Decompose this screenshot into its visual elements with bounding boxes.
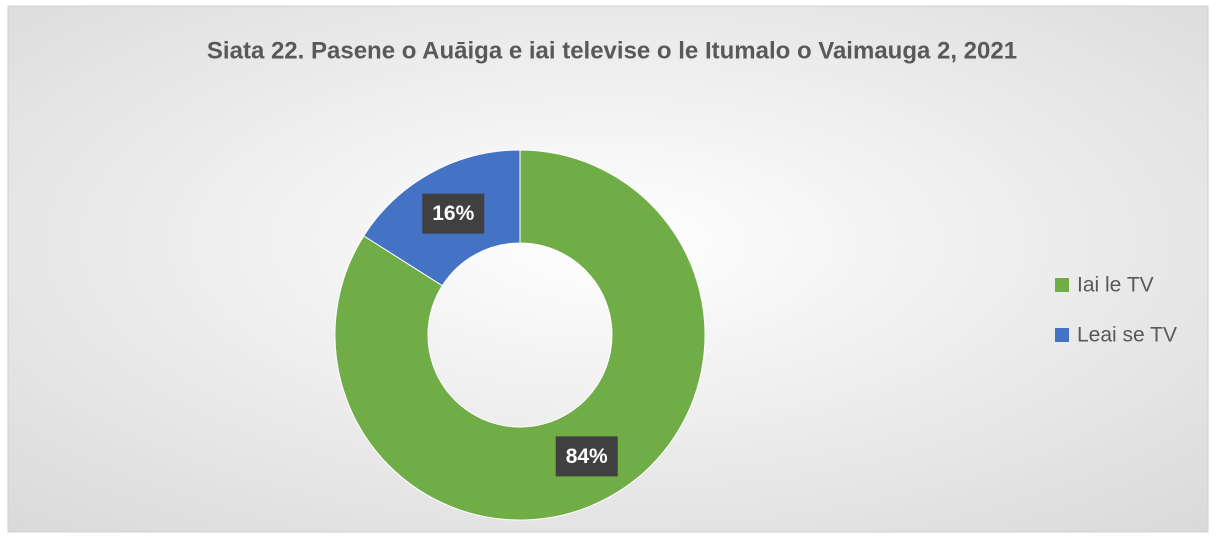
data-label: 84%: [566, 445, 608, 468]
data-label-box: [555, 436, 618, 477]
legend-swatch: [1055, 328, 1069, 342]
data-label: 16%: [432, 202, 474, 225]
legend-label: Iai le TV: [1077, 274, 1154, 297]
donut-segment: [334, 149, 706, 521]
legend-label: Leai se TV: [1077, 324, 1177, 347]
data-label-box: [422, 193, 485, 234]
legend-swatch: [1055, 278, 1069, 292]
chart-title: Siata 22. Pasene o Auāiga e iai televise…: [207, 37, 1017, 64]
